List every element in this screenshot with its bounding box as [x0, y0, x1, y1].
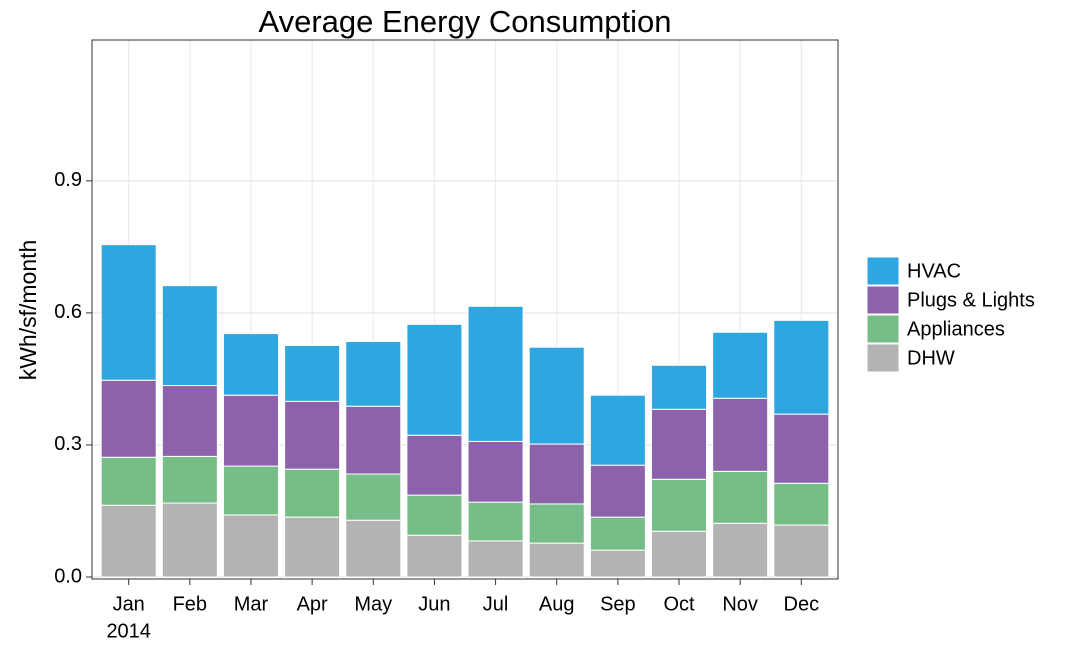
bar-segment — [651, 530, 708, 578]
bar-segment — [589, 464, 646, 518]
legend-label: Plugs & Lights — [907, 289, 1035, 311]
bar-segment — [528, 443, 585, 505]
x-tick-label: May — [354, 593, 392, 615]
y-tick-label: 0.3 — [54, 433, 82, 455]
bar-segment — [589, 516, 646, 551]
bar-segment — [284, 468, 341, 518]
x-tick-label: Feb — [173, 593, 207, 615]
bar-segment — [467, 305, 524, 442]
bar-segment — [589, 549, 646, 578]
x-tick-label: Sep — [600, 593, 636, 615]
y-axis-label: kWh/sf/month — [15, 240, 41, 381]
bar-segment — [651, 364, 708, 410]
bar-segment — [528, 503, 585, 544]
x-tick-label: Apr — [297, 593, 328, 615]
bar-segment — [161, 502, 218, 578]
bar-segment — [773, 524, 830, 578]
x-tick-label: Jul — [483, 593, 509, 615]
chart-title: Average Energy Consumption — [258, 4, 671, 39]
bar-segment — [284, 516, 341, 578]
bar-segment — [528, 542, 585, 578]
bar-segment — [467, 440, 524, 503]
legend-key — [866, 256, 900, 286]
y-tick-label: 0.0 — [54, 565, 82, 587]
legend-key — [866, 343, 900, 373]
bar-segment — [222, 514, 279, 578]
bar-segment — [100, 379, 157, 458]
legend-label: HVAC — [907, 260, 961, 282]
bar-segment — [651, 408, 708, 480]
x-tick-label: Jun — [418, 593, 450, 615]
x-tick-label: Aug — [539, 593, 575, 615]
bar-segment — [406, 323, 463, 436]
bar-segment — [406, 534, 463, 578]
y-tick-label: 0.9 — [54, 169, 82, 191]
bar-segment — [406, 494, 463, 536]
bar-segment — [467, 540, 524, 578]
x-tick-label: Dec — [784, 593, 820, 615]
bar-segment — [284, 400, 341, 470]
bar-segment — [467, 501, 524, 542]
bar-segment — [345, 473, 402, 521]
bar-segment — [773, 482, 830, 526]
bar-segment — [161, 455, 218, 504]
bar-segment — [773, 319, 830, 415]
bar-segment — [161, 285, 218, 387]
x-sublabel: 2014 — [106, 620, 151, 642]
bar-segment — [222, 465, 279, 516]
x-tick-label: Jan — [113, 593, 145, 615]
plot-border — [91, 39, 839, 580]
bar-segment — [222, 333, 279, 396]
bar-segment — [345, 519, 402, 578]
bar-segment — [161, 385, 218, 457]
bar-segment — [100, 244, 157, 381]
bar-segment — [284, 344, 341, 402]
bar-segment — [222, 394, 279, 467]
bar-segment — [712, 522, 769, 578]
x-tick-label: Oct — [663, 593, 695, 615]
bar-segment — [651, 478, 708, 532]
x-tick-label: Nov — [722, 593, 758, 615]
bar-segment — [712, 331, 769, 399]
bar-segment — [773, 413, 830, 484]
bar-segment — [406, 434, 463, 496]
legend-label: Appliances — [907, 318, 1005, 340]
legend-key — [866, 314, 900, 344]
bar-segment — [528, 346, 585, 445]
bar-segment — [100, 504, 157, 578]
legend-key — [866, 285, 900, 315]
bar-segment — [712, 397, 769, 472]
legend-label: DHW — [907, 347, 955, 369]
bar-segment — [345, 405, 402, 475]
x-tick-label: Mar — [234, 593, 269, 615]
bar-segment — [345, 341, 402, 407]
y-tick-label: 0.6 — [54, 301, 82, 323]
bar-segment — [712, 470, 769, 524]
bar-segment — [100, 456, 157, 506]
bar-segment — [589, 394, 646, 466]
